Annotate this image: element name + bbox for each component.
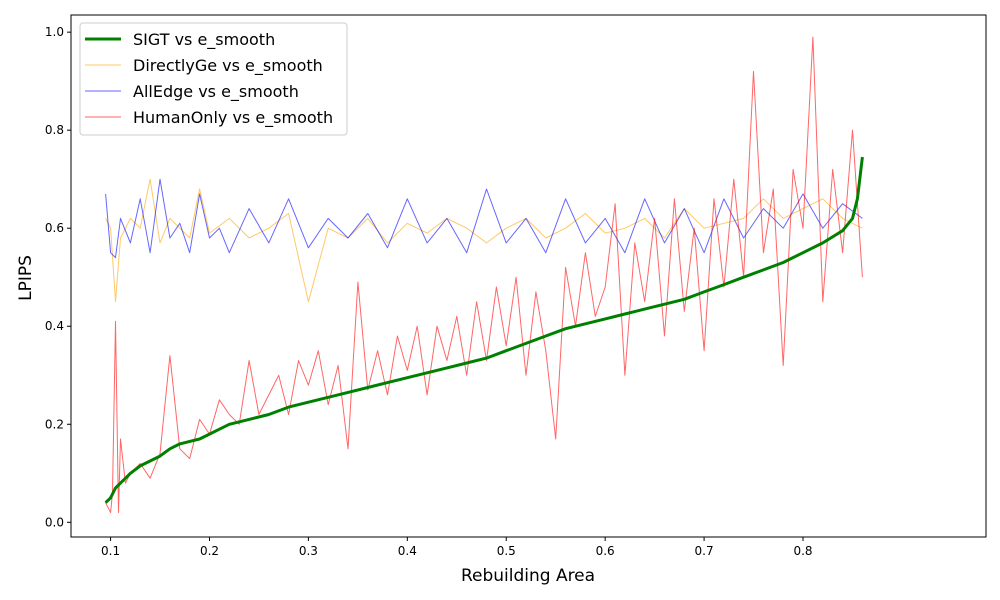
x-tick-label: 0.7 [695, 544, 714, 558]
y-tick-label: 0.0 [45, 515, 64, 529]
x-tick-label: 0.6 [596, 544, 615, 558]
y-tick-label: 0.8 [45, 123, 64, 137]
x-tick-label: 0.8 [793, 544, 812, 558]
x-axis-label: Rebuilding Area [461, 566, 595, 586]
series-line-sigt [104, 156, 864, 504]
legend-label-humanonly: HumanOnly vs e_smooth [133, 108, 333, 128]
x-tick-label: 0.1 [101, 544, 120, 558]
y-axis: 0.0 0.2 0.4 0.6 0.8 1.0 [45, 25, 71, 529]
y-tick-label: 1.0 [45, 25, 64, 39]
y-tick-label: 0.4 [45, 319, 64, 333]
legend-label-sigt: SIGT vs e_smooth [133, 30, 275, 50]
legend: SIGT vs e_smooth DirectlyGe vs e_smooth Al… [79, 22, 348, 136]
y-tick-label: 0.2 [45, 417, 64, 431]
series-layer [104, 36, 864, 513]
x-tick-label: 0.5 [497, 544, 516, 558]
legend-label-directlyge: DirectlyGe vs e_smooth [133, 56, 323, 76]
x-tick-label: 0.3 [299, 544, 318, 558]
legend-box [79, 22, 348, 136]
x-tick-label: 0.4 [398, 544, 417, 558]
x-tick-label: 0.2 [200, 544, 219, 558]
plot-frame [70, 14, 987, 538]
y-tick-label: 0.6 [45, 221, 64, 235]
x-axis: 0.1 0.2 0.3 0.4 0.5 0.6 0.7 0.8 [101, 537, 813, 558]
series-line-alledge [105, 178, 863, 259]
y-axis-label: LPIPS [16, 255, 36, 301]
legend-label-alledge: AllEdge vs e_smooth [133, 82, 299, 102]
